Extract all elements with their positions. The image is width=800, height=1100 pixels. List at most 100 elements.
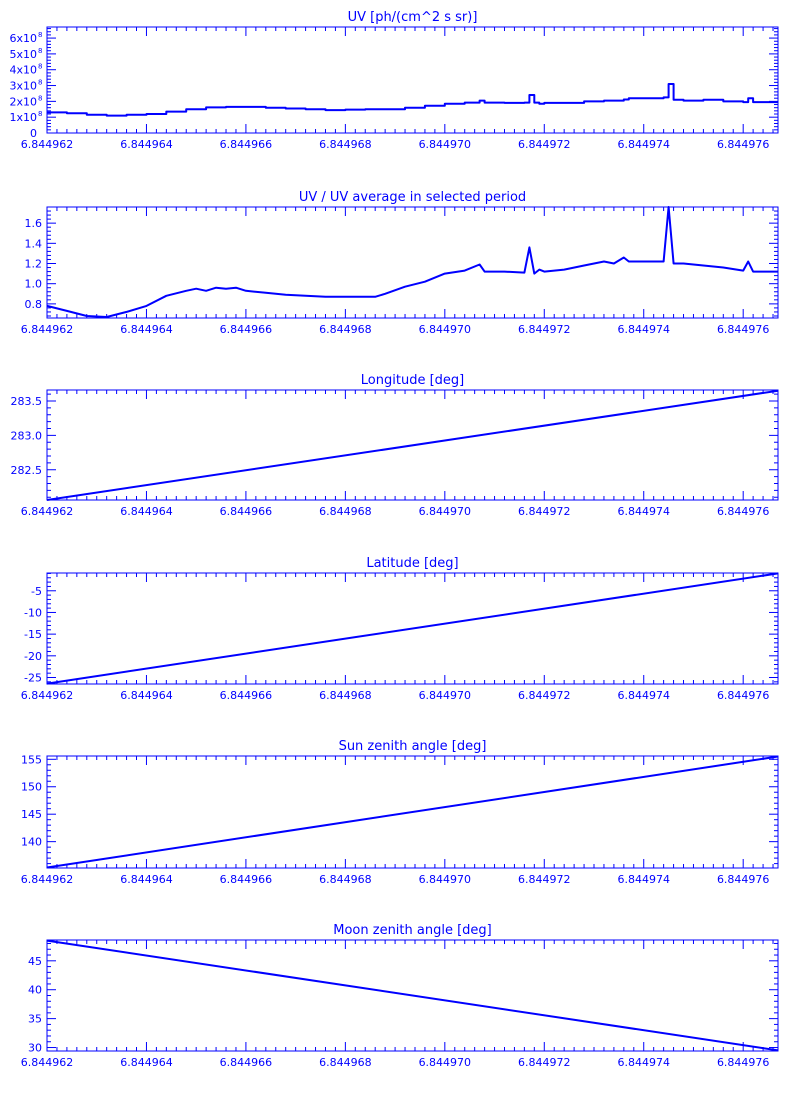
x-tick-label: 6.844966 — [220, 873, 273, 886]
plot-frame — [46, 206, 779, 319]
x-tick-label: 6.844968 — [319, 505, 372, 518]
y-tick-label: 150 — [21, 781, 42, 794]
plot-frame — [46, 389, 779, 501]
y-tick-label: 6x10 — [9, 32, 37, 45]
y-tick-label: 1.4 — [25, 237, 43, 250]
series-line — [46, 939, 779, 1052]
y-tick-label: 1x10 — [9, 111, 37, 124]
chart-panel-1: UV [ph/(cm^2 s sr)] 6.844962 6.844964 6.844… — [9, 10, 779, 151]
plot-frame — [46, 755, 779, 869]
y-tick-label: -20 — [24, 650, 42, 663]
x-tick-label: 6.844968 — [319, 138, 372, 151]
x-tick-label: 6.844970 — [419, 505, 472, 518]
x-tick-label: 6.844966 — [220, 138, 273, 151]
x-tick-label: 6.844964 — [120, 689, 173, 702]
y-tick-label: 155 — [21, 753, 42, 766]
x-tick-label: 6.844976 — [717, 873, 770, 886]
x-tick-label: 6.844974 — [617, 505, 670, 518]
x-tick-label: 6.844966 — [220, 323, 273, 336]
y-tick-exponent: 8 — [38, 79, 42, 87]
x-tick-label: 6.844970 — [419, 1056, 472, 1069]
x-tick-label: 6.844964 — [120, 1056, 173, 1069]
y-tick-label: -15 — [24, 628, 42, 641]
plot-frame — [46, 572, 779, 685]
y-tick-label: 0 — [30, 127, 37, 140]
x-tick-label: 6.844964 — [120, 505, 173, 518]
chart-title: Sun zenith angle [deg] — [339, 739, 487, 754]
x-tick-label: 6.844962 — [21, 138, 74, 151]
y-tick-label: 1.2 — [25, 258, 43, 271]
series-line — [46, 572, 779, 685]
x-tick-label: 6.844976 — [717, 689, 770, 702]
y-tick-label: 1.0 — [25, 278, 43, 291]
y-tick-label: 0.8 — [25, 298, 43, 311]
x-tick-label: 6.844972 — [518, 505, 571, 518]
x-tick-label: 6.844970 — [419, 323, 472, 336]
x-tick-label: 6.844972 — [518, 138, 571, 151]
x-tick-label: 6.844976 — [717, 1056, 770, 1069]
y-tick-label: 35 — [28, 1013, 42, 1026]
x-tick-label: 6.844970 — [419, 689, 472, 702]
y-tick-exponent: 8 — [38, 94, 42, 102]
y-tick-label: 30 — [28, 1042, 42, 1055]
y-tick-label: -10 — [24, 606, 42, 619]
y-tick-label: 283.0 — [11, 429, 43, 442]
chart-title: Longitude [deg] — [361, 373, 464, 388]
chart-panel-6: Moon zenith angle [deg] 6.844962 6.844964 6… — [21, 923, 779, 1069]
chart-title: UV / UV average in selected period — [299, 190, 526, 205]
x-tick-label: 6.844964 — [120, 138, 173, 151]
chart-panel-4: Latitude [deg] 6.844962 6.844964 6.844966 6.… — [21, 556, 779, 702]
x-tick-label: 6.844976 — [717, 138, 770, 151]
series-line — [47, 83, 778, 117]
series-line — [46, 206, 778, 318]
y-tick-label: 145 — [21, 808, 42, 821]
x-tick-label: 6.844962 — [21, 1056, 74, 1069]
x-tick-label: 6.844964 — [120, 873, 173, 886]
chart-panel-2: UV / UV average in selected period 6.8449… — [21, 190, 779, 336]
x-tick-label: 6.844972 — [518, 323, 571, 336]
x-tick-label: 6.844962 — [21, 505, 74, 518]
series-line — [46, 755, 779, 869]
x-tick-label: 6.844974 — [617, 689, 670, 702]
y-tick-label: 140 — [21, 836, 42, 849]
x-tick-label: 6.844970 — [419, 873, 472, 886]
x-tick-label: 6.844970 — [419, 138, 472, 151]
x-tick-label: 6.844972 — [518, 873, 571, 886]
y-tick-label: -25 — [24, 671, 42, 684]
y-tick-exponent: 8 — [38, 31, 42, 39]
y-tick-label: 282.5 — [11, 464, 43, 477]
y-tick-label: 1.6 — [25, 217, 43, 230]
y-tick-label: 3x10 — [9, 80, 37, 93]
x-tick-label: 6.844968 — [319, 323, 372, 336]
x-tick-label: 6.844966 — [220, 505, 273, 518]
x-tick-label: 6.844974 — [617, 873, 670, 886]
y-tick-label: 4x10 — [9, 64, 37, 77]
series-line — [46, 389, 779, 501]
x-tick-label: 6.844976 — [717, 505, 770, 518]
chart-title: Latitude [deg] — [366, 556, 458, 571]
y-tick-exponent: 8 — [38, 47, 42, 55]
plot-frame — [46, 26, 779, 134]
chart-title: UV [ph/(cm^2 s sr)] — [348, 10, 478, 25]
x-tick-label: 6.844962 — [21, 873, 74, 886]
x-tick-label: 6.844974 — [617, 138, 670, 151]
x-tick-label: 6.844974 — [617, 323, 670, 336]
y-tick-label: 2x10 — [9, 95, 37, 108]
y-tick-exponent: 8 — [38, 63, 42, 71]
x-tick-label: 6.844966 — [220, 1056, 273, 1069]
x-tick-label: 6.844964 — [120, 323, 173, 336]
x-tick-label: 6.844972 — [518, 689, 571, 702]
chart-title: Moon zenith angle [deg] — [333, 923, 491, 938]
y-tick-label: 40 — [28, 984, 42, 997]
x-tick-label: 6.844962 — [21, 689, 74, 702]
y-tick-exponent: 8 — [38, 110, 42, 118]
x-tick-label: 6.844972 — [518, 1056, 571, 1069]
x-tick-label: 6.844968 — [319, 689, 372, 702]
x-tick-label: 6.844962 — [21, 323, 74, 336]
y-tick-label: 5x10 — [9, 48, 37, 61]
x-tick-label: 6.844966 — [220, 689, 273, 702]
x-tick-label: 6.844968 — [319, 1056, 372, 1069]
x-tick-label: 6.844976 — [717, 323, 770, 336]
x-tick-label: 6.844974 — [617, 1056, 670, 1069]
y-tick-label: 283.5 — [11, 395, 43, 408]
